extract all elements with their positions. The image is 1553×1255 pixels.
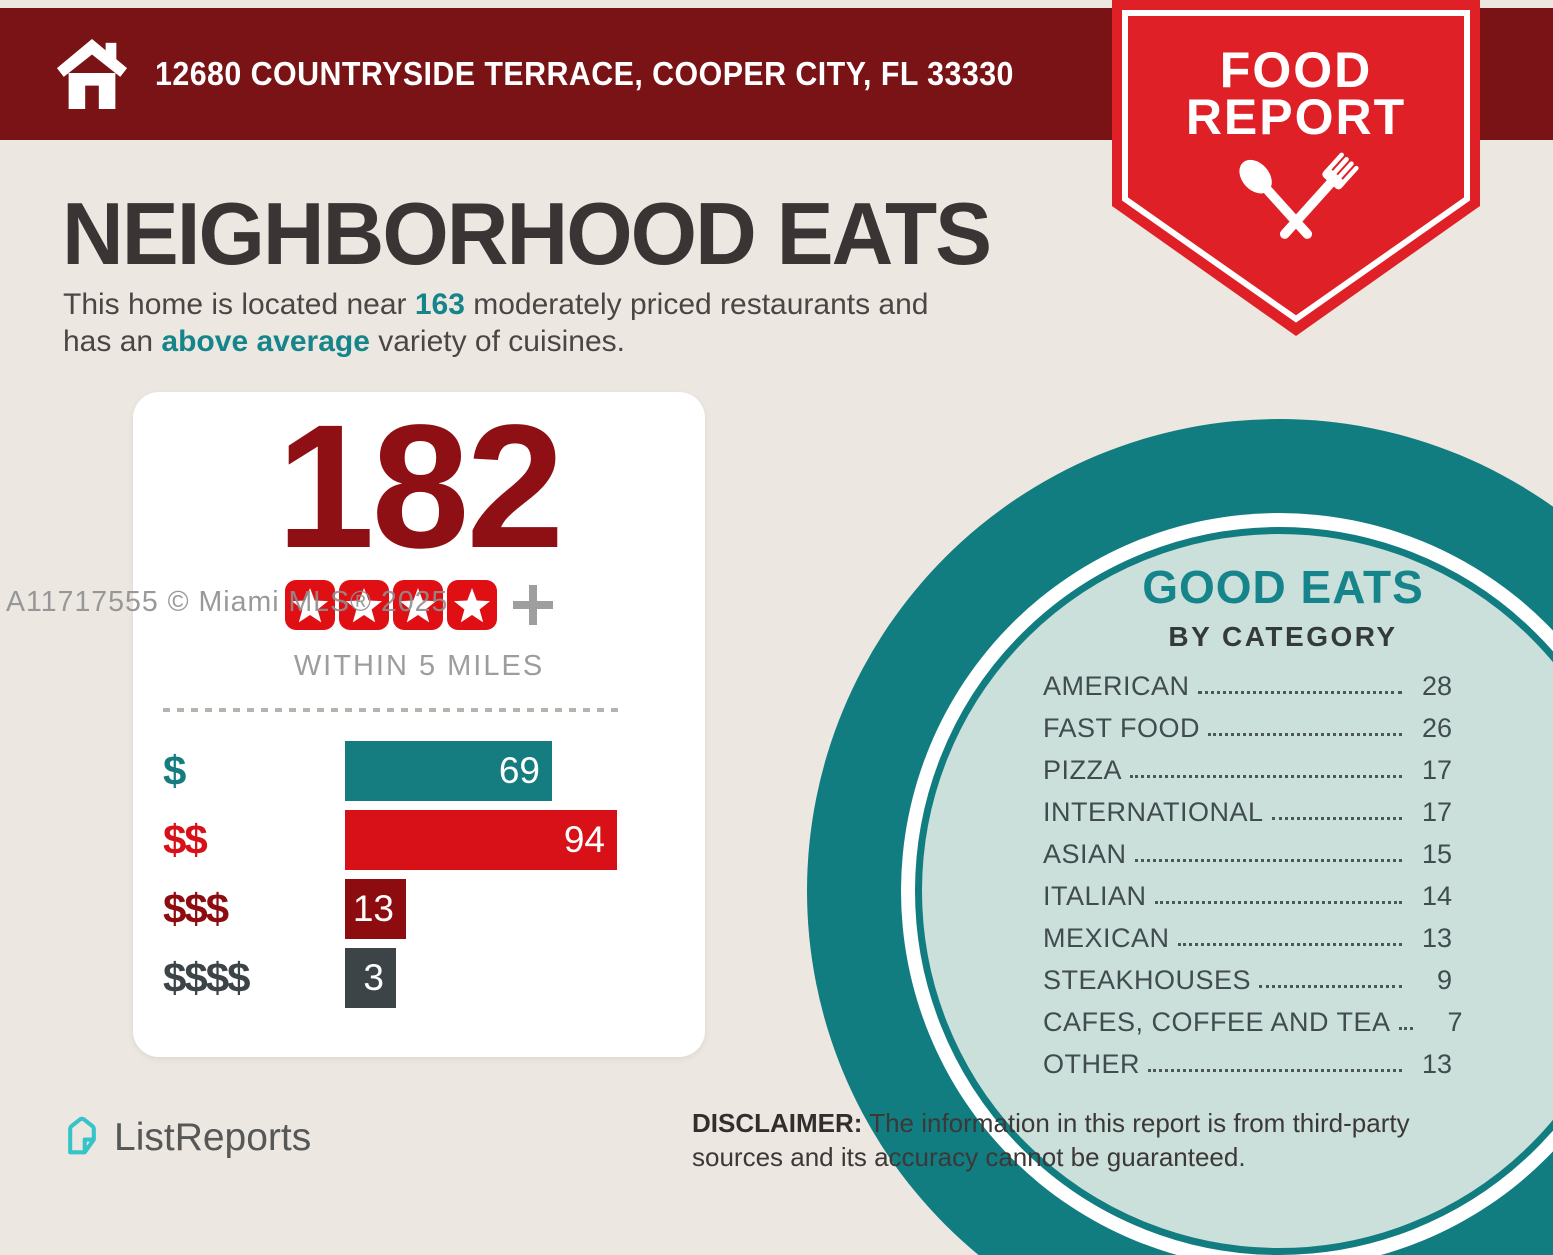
hero-subtitle: This home is located near 163 moderately… (63, 286, 929, 360)
bar: 13 (345, 879, 406, 939)
star-icon (447, 580, 497, 630)
property-address: 12680 COUNTRYSIDE TERRACE, COOPER CITY, … (155, 55, 1014, 92)
listreports-wordmark: ListReports (114, 1115, 312, 1159)
price-level-label: $$$$ (163, 954, 250, 1001)
category-label: MEXICAN (1043, 923, 1170, 953)
bar-value: 13 (352, 888, 394, 929)
category-label: ITALIAN (1043, 881, 1147, 911)
spoon-fork-icon (1216, 148, 1376, 265)
dotted-leader (1130, 775, 1402, 778)
bar: 69 (345, 741, 552, 801)
star-icon (393, 580, 443, 630)
bar: 94 (345, 810, 617, 870)
price-bar-row: $69 (163, 741, 675, 801)
bar-value: 94 (563, 819, 605, 860)
dotted-leader (1208, 733, 1402, 736)
dotted-leader (1259, 985, 1402, 988)
radius-label: WITHIN 5 MILES (293, 650, 545, 682)
price-bar-row: $$ 94 (163, 810, 675, 870)
category-label: PIZZA (1043, 755, 1123, 785)
subtitle-text: has an (63, 325, 162, 358)
category-row: CAFES, COFFEE AND TEA 7 (1043, 1007, 1463, 1037)
disclaimer-text: The information in this report is from t… (692, 1108, 1410, 1172)
star-icon (339, 580, 389, 630)
good-eats-subtitle: BY CATEGORY (1168, 621, 1398, 652)
restaurant-count: 182 (276, 389, 565, 585)
disclaimer-label: DISCLAIMER: (692, 1108, 863, 1138)
restaurant-stats-card: 182 WITHIN 5 MILES $69 $$ 94 $$$ 13 $$$$ 3 (133, 392, 705, 1057)
category-value: 13 (1421, 923, 1452, 953)
category-label: FAST FOOD (1043, 713, 1201, 743)
dashed-divider (163, 708, 618, 712)
ribbon-title: FOOD REPORT (1112, 42, 1480, 145)
category-label: INTERNATIONAL (1043, 797, 1264, 827)
subtitle-text: moderately priced restaurants and (464, 288, 929, 321)
category-list: AMERICAN 28 FAST FOOD 26 PIZZA 17 INTERNATIONA… (1043, 672, 1463, 1092)
category-row: FAST FOOD 26 (1043, 714, 1452, 742)
price-bar-row: $$$ 13 (163, 879, 675, 939)
dotted-leader (1177, 943, 1402, 946)
category-row: PIZZA 17 (1043, 756, 1452, 784)
bar-value: 3 (363, 957, 384, 998)
dotted-leader (1154, 901, 1402, 904)
category-label: ASIAN (1043, 839, 1127, 869)
good-eats-header: GOOD EATS BY CATEGORY (1100, 560, 1466, 653)
dotted-leader (1134, 859, 1402, 862)
category-row: ITALIAN 14 (1043, 882, 1452, 910)
bar: 3 (345, 948, 396, 1008)
price-level-label: $$ (163, 816, 208, 863)
category-label: AMERICAN (1043, 671, 1190, 701)
subtitle-highlight: above average (161, 325, 370, 358)
dotted-leader (1148, 1069, 1402, 1072)
category-value: 7 (1447, 1007, 1463, 1037)
category-value: 17 (1421, 755, 1452, 785)
category-row: OTHER 13 (1043, 1050, 1452, 1078)
subtitle-text: variety of cuisines. (369, 325, 625, 358)
category-value: 26 (1421, 713, 1452, 743)
subtitle-highlight: 163 (414, 288, 465, 321)
price-level-label: $ (163, 747, 186, 794)
category-value: 13 (1421, 1049, 1452, 1079)
dotted-leader (1398, 1027, 1413, 1030)
bar-value: 69 (498, 750, 540, 791)
good-eats-title: GOOD EATS (1142, 561, 1424, 613)
food-report-ribbon: FOOD REPORT (1112, 0, 1480, 340)
good-eats-circle (915, 527, 1553, 1255)
dotted-leader (1271, 817, 1402, 820)
price-bars: $69 $$ 94 $$$ 13 $$$$ 3 (163, 741, 675, 1017)
category-value: 28 (1421, 671, 1452, 701)
category-label: CAFES, COFFEE AND TEA (1043, 1007, 1391, 1037)
disclaimer: DISCLAIMER: The information in this repo… (692, 1106, 1504, 1174)
plus-icon (511, 583, 555, 627)
category-row: STEAKHOUSES 9 (1043, 966, 1452, 994)
category-row: INTERNATIONAL 17 (1043, 798, 1452, 826)
category-label: STEAKHOUSES (1043, 965, 1252, 995)
category-value: 14 (1421, 881, 1452, 911)
stars-row (133, 580, 705, 630)
category-value: 9 (1436, 965, 1452, 995)
mls-watermark: A11717555 © Miami MLS® 2025 (6, 586, 449, 618)
category-row: AMERICAN 28 (1043, 672, 1452, 700)
category-row: ASIAN 15 (1043, 840, 1452, 868)
category-value: 15 (1421, 839, 1452, 869)
subtitle-line: This home is located near 163 moderately… (63, 286, 929, 323)
listreports-icon (62, 1113, 102, 1162)
price-bar-row: $$$$ 3 (163, 948, 675, 1008)
star-icon (285, 580, 335, 630)
price-level-label: $$$ (163, 885, 229, 932)
category-row: MEXICAN 13 (1043, 924, 1452, 952)
home-icon (55, 37, 129, 111)
ribbon-line2: REPORT (1185, 89, 1407, 145)
subtitle-line: has an above average variety of cuisines… (63, 323, 929, 360)
category-value: 17 (1421, 797, 1452, 827)
ribbon-line1: FOOD (1219, 42, 1373, 98)
page-title: NEIGHBORHOOD EATS (62, 184, 992, 283)
dotted-leader (1197, 691, 1402, 694)
category-label: OTHER (1043, 1049, 1140, 1079)
subtitle-text: This home is located near (63, 288, 415, 321)
listreports-logo: ListReports (62, 1113, 311, 1162)
